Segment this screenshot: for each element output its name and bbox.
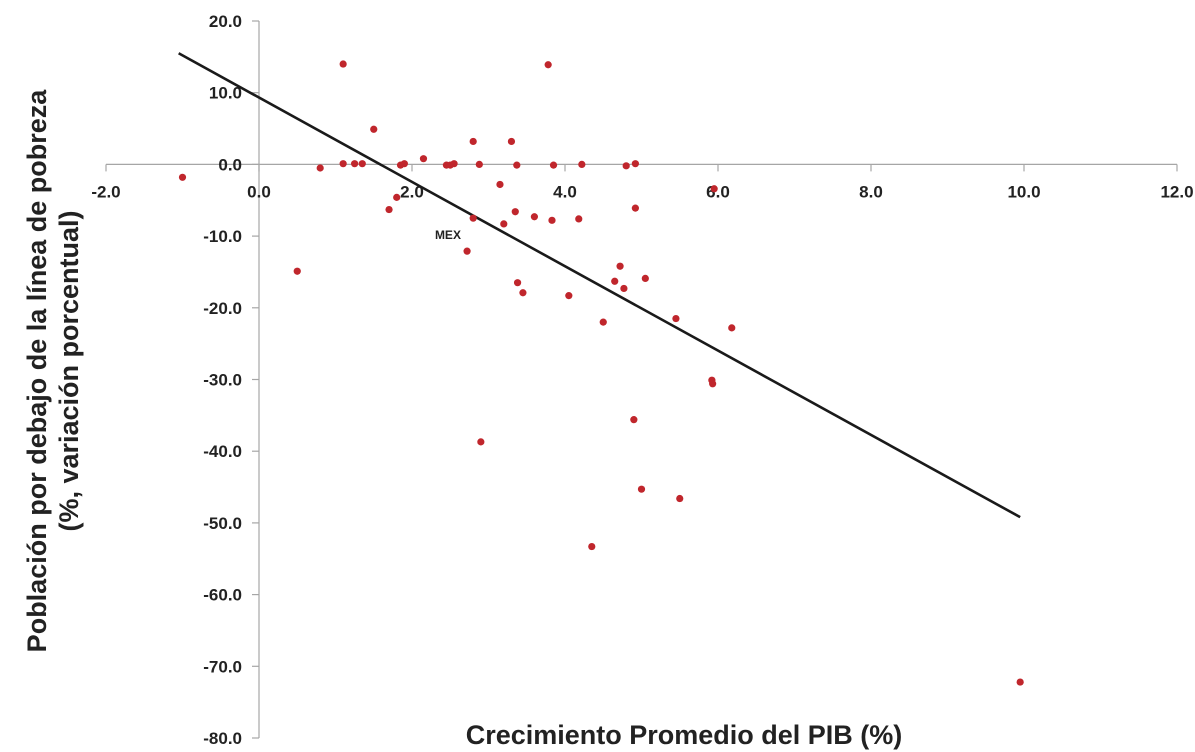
data-point — [709, 380, 717, 388]
x-tick-label: 10.0 — [1007, 182, 1040, 201]
data-point — [622, 162, 630, 170]
data-point — [588, 542, 596, 551]
data-point — [519, 289, 527, 297]
y-axis-title-line-1: Población por debajo de la línea de pobr… — [22, 89, 52, 653]
data-point — [631, 204, 639, 212]
data-point — [500, 220, 508, 228]
data-point — [511, 208, 519, 216]
data-point — [513, 161, 521, 169]
data-point — [549, 161, 558, 169]
data-point — [477, 438, 485, 446]
data-point — [358, 160, 366, 168]
y-tick-label: 0.0 — [218, 155, 242, 174]
y-tick-label: -40.0 — [203, 442, 242, 461]
data-point — [1016, 678, 1024, 686]
point-annotation: MEX — [435, 228, 461, 242]
data-point — [393, 193, 401, 201]
x-tick-label: 4.0 — [553, 182, 577, 201]
y-axis-title-line-2: (%, variación porcentual) — [54, 210, 84, 531]
data-points — [178, 60, 1024, 686]
data-point — [463, 247, 471, 255]
y-tick-label: -10.0 — [203, 227, 242, 246]
data-point — [400, 160, 408, 168]
x-ticks: -2.0 0.0 2.0 4.0 6.0 8.0 10.0 12.0 — [91, 164, 1194, 201]
data-point — [339, 60, 347, 68]
y-tick-label: -60.0 — [203, 586, 242, 605]
data-point — [611, 277, 619, 285]
y-tick-label: -70.0 — [203, 657, 242, 676]
trendline — [178, 52, 1021, 519]
data-point — [548, 216, 556, 224]
data-point — [469, 137, 477, 146]
axes: 20.0 10.0 0.0 -10.0 -20.0 -30.0 -40.0 -50.0 -60.… — [91, 12, 1193, 748]
data-point — [507, 137, 516, 146]
data-point — [641, 274, 649, 283]
data-point — [575, 215, 583, 223]
data-point — [513, 279, 522, 287]
y-tick-label: -20.0 — [203, 299, 242, 318]
y-tick-label: 10.0 — [209, 84, 242, 103]
data-point — [385, 205, 393, 214]
data-point — [578, 160, 586, 168]
y-tick-label: -30.0 — [203, 371, 242, 390]
data-point — [599, 318, 607, 326]
data-point — [530, 213, 539, 221]
data-point — [178, 173, 187, 181]
x-tick-label: 0.0 — [247, 182, 271, 201]
data-point — [339, 160, 347, 168]
data-point — [469, 214, 477, 222]
annotations: MEX — [435, 228, 461, 242]
data-point — [293, 267, 301, 275]
data-point — [475, 160, 483, 168]
x-tick-label: -2.0 — [91, 182, 120, 201]
y-ticks: 20.0 10.0 0.0 -10.0 -20.0 -30.0 -40.0 -50.0 -60.… — [203, 12, 259, 748]
data-point — [630, 416, 638, 424]
y-tick-label: -80.0 — [203, 729, 242, 748]
x-axis-title: Crecimiento Promedio del PIB (%) — [466, 720, 903, 750]
y-tick-label: 20.0 — [209, 12, 242, 31]
data-point — [370, 125, 378, 133]
data-point — [710, 185, 718, 193]
data-point — [544, 61, 552, 69]
data-point — [676, 494, 684, 503]
data-point — [565, 292, 573, 300]
data-point — [631, 160, 639, 168]
data-point — [672, 314, 680, 323]
y-tick-label: -50.0 — [203, 514, 242, 533]
x-tick-label: 8.0 — [859, 182, 883, 201]
data-point — [419, 155, 428, 163]
x-tick-label: 6.0 — [706, 182, 730, 201]
data-point — [637, 485, 646, 493]
data-point — [616, 262, 624, 270]
data-point — [620, 284, 628, 293]
x-tick-label: 2.0 — [400, 182, 424, 201]
data-point — [316, 164, 324, 172]
data-point — [450, 160, 458, 168]
x-tick-label: 12.0 — [1160, 182, 1193, 201]
data-point — [496, 180, 504, 189]
data-point — [351, 160, 359, 168]
data-point — [728, 324, 736, 332]
